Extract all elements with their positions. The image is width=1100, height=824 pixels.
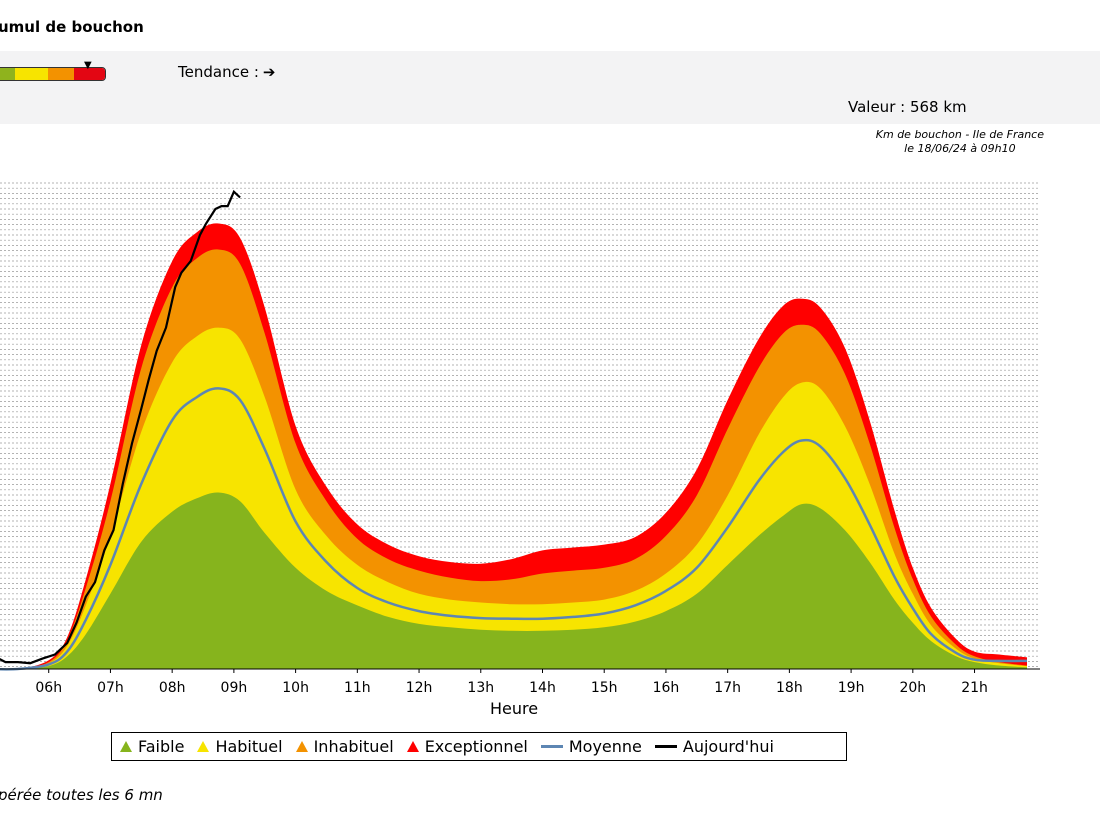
x-tick-label: 16h — [653, 680, 680, 696]
x-tick-label: 21h — [961, 680, 988, 696]
traffic-chart: 6h06h07h08h09h10h11h12h13h14h15h16h17h18… — [0, 182, 1040, 718]
status-panel — [0, 51, 1100, 124]
series-line-moyenne — [0, 387, 1028, 671]
legend-label-faible: Faible — [138, 737, 185, 756]
legend-item-moyenne: Moyenne — [537, 737, 642, 756]
legend-item-faible: Faible — [116, 737, 184, 756]
legend-swatch-moyenne — [540, 745, 563, 748]
trend: Tendance : ➔ — [178, 63, 275, 81]
legend-swatch-exceptionnel — [406, 741, 419, 752]
legend-item-aujourdhui: Aujourd'hui — [651, 737, 774, 756]
legend-label-habituel: Habituel — [215, 737, 283, 756]
x-tick-label: 14h — [529, 680, 556, 696]
gauge-segment-habituel — [14, 68, 48, 80]
x-tick-label: 17h — [714, 680, 741, 696]
x-tick-label: 08h — [159, 680, 186, 696]
traffic-level-gauge — [0, 67, 106, 81]
x-tick-label: 10h — [282, 680, 309, 696]
gauge-segment-faible — [0, 68, 15, 80]
legend-label-exceptionnel: Exceptionnel — [424, 737, 528, 756]
x-tick-label: 09h — [221, 680, 248, 696]
x-tick-label: 11h — [344, 680, 371, 696]
x-axis-label: Heure — [490, 699, 538, 718]
x-tick-label: 12h — [406, 680, 433, 696]
arrow-right-icon: ➔ — [262, 63, 276, 81]
x-tick-label: 20h — [899, 680, 926, 696]
x-tick-label: 18h — [776, 680, 803, 696]
legend-swatch-aujourdhui — [654, 745, 677, 748]
x-tick-label: 07h — [97, 680, 124, 696]
gauge-segment-inhabituel — [47, 68, 75, 80]
footer-note: pérée toutes les 6 mn — [0, 786, 163, 804]
legend-item-exceptionnel: Exceptionnel — [403, 737, 528, 756]
chart-legend: Faible Habituel Inhabituel Exceptionnel … — [111, 732, 847, 761]
area-faible — [0, 492, 1027, 670]
x-tick-label: 19h — [838, 680, 865, 696]
gauge-marker-icon: ▼ — [84, 60, 92, 71]
legend-label-aujourdhui: Aujourd'hui — [682, 737, 774, 756]
legend-item-habituel: Habituel — [193, 737, 283, 756]
trend-label: Tendance : — [178, 63, 259, 81]
legend-swatch-habituel — [197, 741, 210, 752]
value-readout: Valeur : 568 km — [848, 98, 967, 116]
legend-item-inhabituel: Inhabituel — [292, 737, 394, 756]
chart-meta: Km de bouchon - Ile de France le 18/06/2… — [876, 128, 1044, 156]
chart-meta-line1: Km de bouchon - Ile de France — [875, 128, 1044, 141]
legend-swatch-faible — [120, 741, 132, 752]
x-tick-label: 13h — [467, 680, 494, 696]
page-title: umul de bouchon — [0, 18, 144, 36]
chart-meta-line2: le 18/06/24 à 09h10 — [904, 142, 1016, 155]
x-tick-label: 15h — [591, 680, 618, 696]
legend-label-inhabituel: Inhabituel — [313, 737, 394, 756]
gauge-segment-exceptionnel — [74, 68, 105, 80]
x-tick-label: 06h — [35, 680, 62, 696]
legend-label-moyenne: Moyenne — [568, 737, 642, 756]
legend-swatch-inhabituel — [295, 741, 308, 752]
series-line-aujourdhui — [0, 189, 241, 665]
